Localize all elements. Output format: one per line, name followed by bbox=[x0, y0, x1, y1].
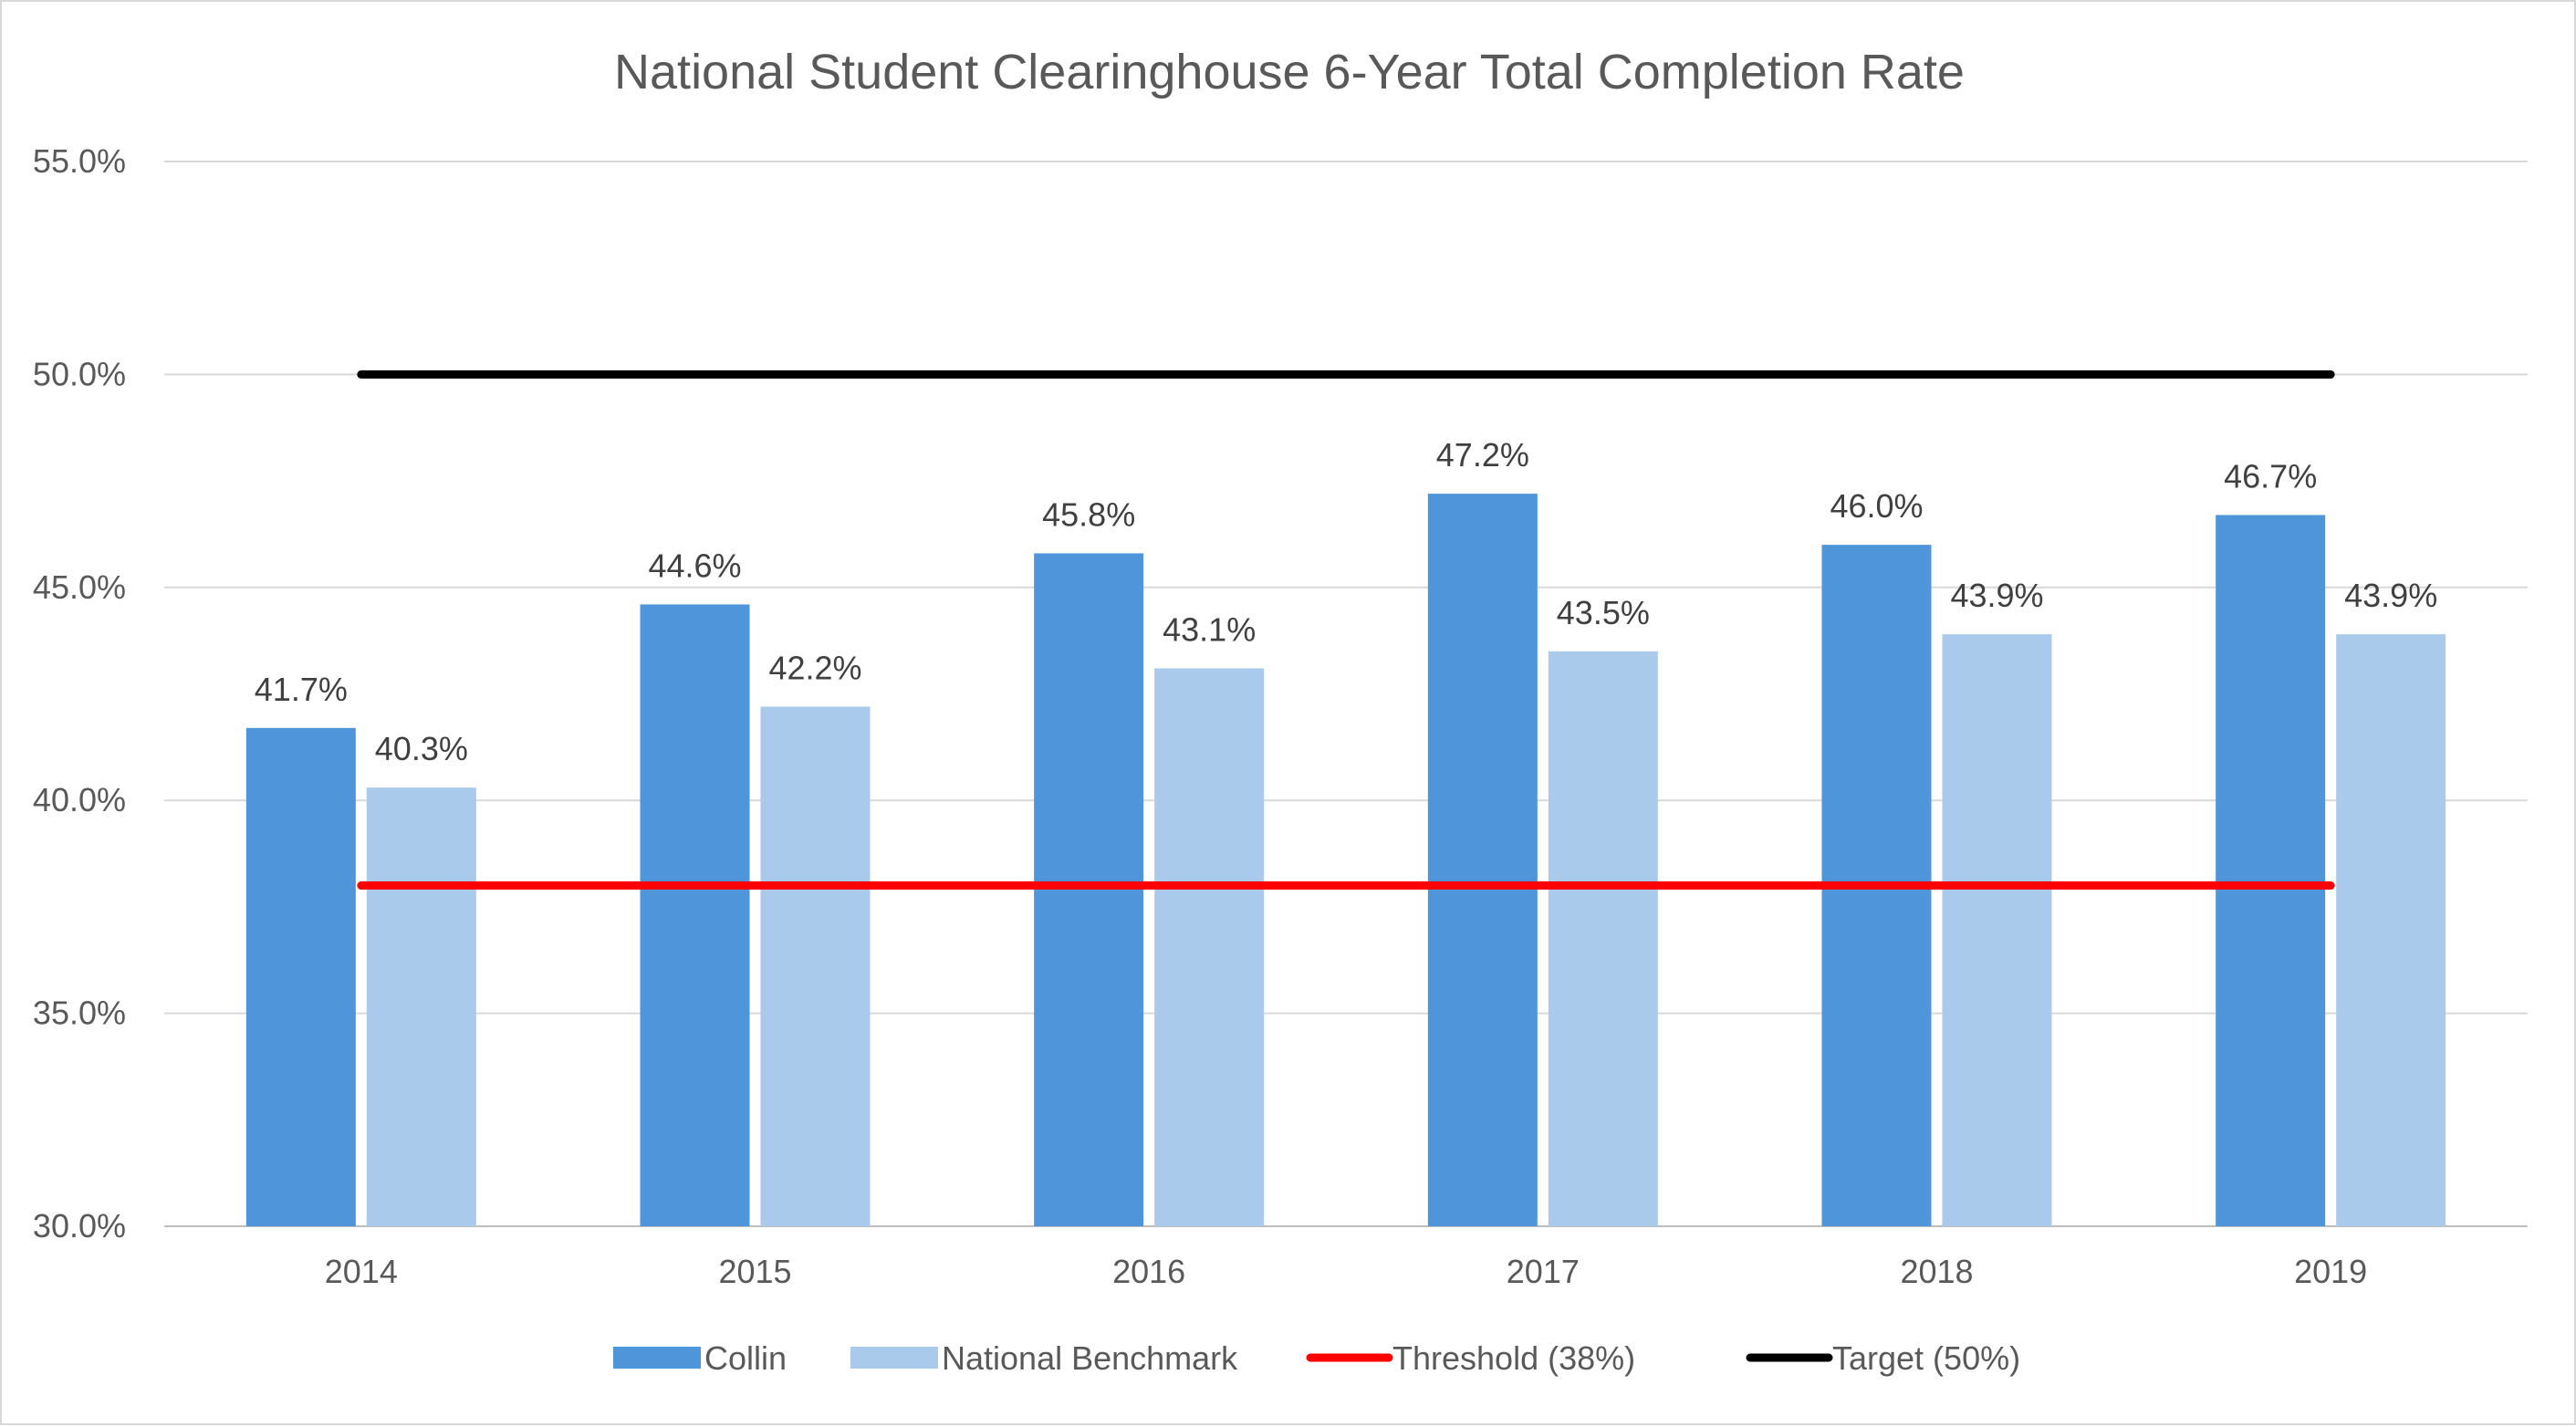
gridlines bbox=[164, 161, 2528, 1227]
data-label: 46.0% bbox=[1830, 487, 1923, 525]
bar-collin-2017 bbox=[1427, 494, 1538, 1226]
data-label: 44.6% bbox=[648, 547, 741, 584]
legend-swatch bbox=[613, 1347, 701, 1369]
data-label: 47.2% bbox=[1436, 436, 1529, 474]
chart-title: National Student Clearinghouse 6-Year To… bbox=[614, 45, 1965, 99]
data-label: 41.7% bbox=[255, 671, 348, 708]
legend-swatch bbox=[850, 1347, 938, 1369]
bars bbox=[245, 494, 2446, 1226]
data-label: 42.2% bbox=[768, 650, 861, 687]
bar-national-benchmark-2016 bbox=[1154, 668, 1265, 1226]
x-tick-label: 2018 bbox=[1900, 1253, 1973, 1290]
legend[interactable]: Collin National Benchmark Threshold (38%) T… bbox=[613, 1339, 2020, 1377]
x-tick-label: 2015 bbox=[718, 1253, 791, 1290]
bar-collin-2014 bbox=[245, 727, 356, 1226]
y-tick-label: 45.0% bbox=[33, 568, 126, 606]
x-tick-label: 2019 bbox=[2294, 1253, 2367, 1290]
legend-label[interactable]: National Benchmark bbox=[942, 1339, 1238, 1377]
x-tick-label: 2014 bbox=[325, 1253, 398, 1290]
data-label: 43.9% bbox=[1950, 577, 2043, 614]
data-label: 46.7% bbox=[2224, 457, 2317, 495]
bar-national-benchmark-2014 bbox=[366, 787, 476, 1226]
bar-collin-2015 bbox=[640, 604, 750, 1226]
bar-national-benchmark-2015 bbox=[760, 706, 871, 1226]
reference-lines bbox=[357, 370, 2335, 891]
legend-label[interactable]: Target (50%) bbox=[1832, 1339, 2020, 1377]
x-axis-tick-labels: 2014 2015 2016 2017 2018 2019 bbox=[325, 1253, 2367, 1290]
data-label: 43.5% bbox=[1557, 594, 1650, 631]
bar-national-benchmark-2019 bbox=[2336, 634, 2446, 1226]
y-tick-label: 55.0% bbox=[33, 142, 126, 180]
legend-label[interactable]: Threshold (38%) bbox=[1392, 1339, 1635, 1377]
bar-national-benchmark-2018 bbox=[1942, 634, 2052, 1226]
data-label: 40.3% bbox=[375, 730, 468, 767]
y-tick-label: 40.0% bbox=[33, 781, 126, 818]
x-tick-label: 2016 bbox=[1112, 1253, 1185, 1290]
bar-collin-2019 bbox=[2216, 515, 2326, 1226]
data-label: 45.8% bbox=[1042, 495, 1135, 533]
data-label: 43.9% bbox=[2344, 577, 2437, 614]
x-tick-label: 2017 bbox=[1507, 1253, 1580, 1290]
y-tick-label: 50.0% bbox=[33, 355, 126, 392]
y-tick-label: 30.0% bbox=[33, 1207, 126, 1245]
bar-national-benchmark-2017 bbox=[1548, 651, 1658, 1226]
data-labels: 41.7% 40.3% 44.6% 42.2% 45.8% 43.1% 47.2% 43.5%… bbox=[255, 436, 2437, 767]
data-label: 43.1% bbox=[1163, 610, 1256, 648]
y-axis-tick-labels: 30.0% 35.0% 40.0% 45.0% 50.0% 55.0% bbox=[33, 142, 126, 1245]
legend-label[interactable]: Collin bbox=[704, 1339, 787, 1377]
bar-collin-2016 bbox=[1034, 553, 1144, 1226]
y-tick-label: 35.0% bbox=[33, 995, 126, 1032]
